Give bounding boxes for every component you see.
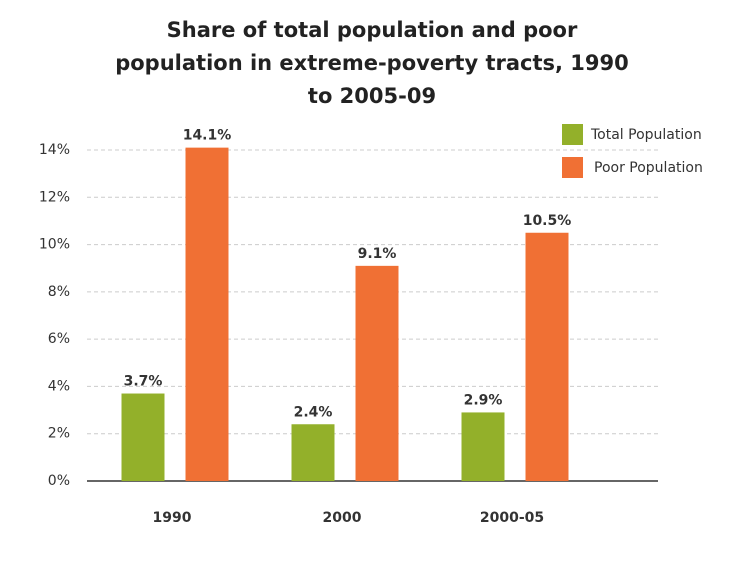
bar (525, 232, 569, 481)
legend-swatch (562, 157, 583, 178)
chart-title-box: Share of total population and poor popul… (0, 14, 744, 113)
chart-title: Share of total population and poor popul… (115, 18, 629, 108)
y-tick-label: 4% (48, 378, 70, 394)
bar (355, 265, 399, 481)
legend-label: Poor Population (594, 160, 703, 176)
legend-swatch (562, 124, 583, 145)
y-tick-label: 14% (39, 142, 70, 158)
value-label: 9.1% (358, 246, 397, 262)
y-tick-label: 8% (48, 284, 70, 300)
value-label: 3.7% (124, 374, 163, 390)
y-tick-label: 0% (48, 473, 70, 489)
x-tick-label: 2000 (323, 510, 362, 526)
value-label: 10.5% (523, 213, 572, 229)
bar (185, 147, 229, 481)
y-tick-label: 6% (48, 331, 70, 347)
x-tick-label: 1990 (153, 510, 192, 526)
x-tick-label: 2000-05 (480, 510, 544, 526)
bar (291, 424, 335, 481)
legend-label: Total Population (590, 127, 702, 143)
bar (121, 393, 165, 481)
y-tick-label: 12% (39, 189, 70, 205)
y-tick-label: 10% (39, 237, 70, 253)
bar (461, 412, 505, 481)
value-label: 14.1% (183, 128, 232, 144)
value-label: 2.9% (464, 392, 503, 408)
y-tick-label: 2% (48, 426, 70, 442)
value-label: 2.4% (294, 404, 333, 420)
